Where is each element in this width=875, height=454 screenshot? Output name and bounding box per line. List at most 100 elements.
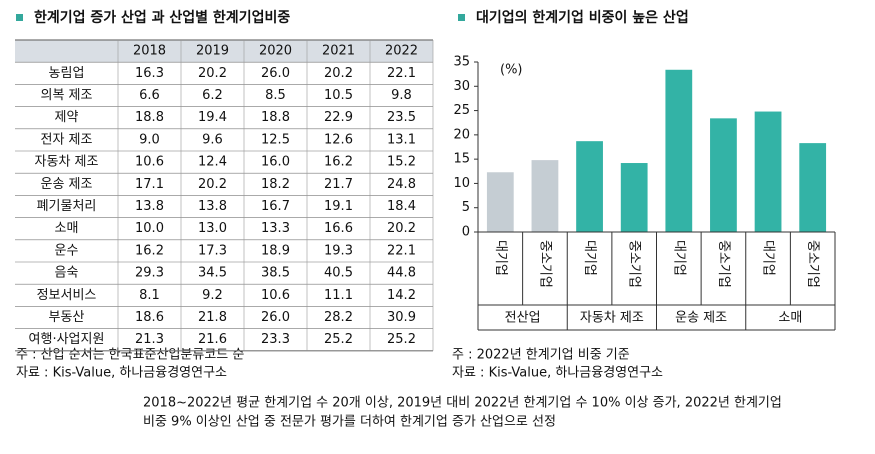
bar — [486, 172, 514, 232]
cell: 18.4 — [387, 199, 416, 214]
cell: 23.5 — [387, 110, 416, 125]
cell: 40.5 — [324, 266, 353, 281]
y-tick-label: 0 — [462, 225, 470, 240]
cell: 12.5 — [261, 132, 290, 147]
x-tick-label: 대기업 — [493, 240, 508, 276]
x-tick-label: 대기업 — [582, 240, 597, 276]
cell: 20.2 — [324, 66, 353, 81]
y-tick-label: 10 — [453, 176, 470, 191]
footer-text: 비중 9% 이상인 산업 중 전문가 평가를 더하여 한계기업 증가 산업으로 … — [143, 415, 556, 430]
bar — [576, 141, 603, 232]
y-tick-label: 20 — [453, 127, 470, 142]
cell: 13.3 — [261, 221, 290, 236]
cell: 25.2 — [324, 332, 353, 347]
cell: 12.6 — [324, 132, 353, 147]
column-header: 2019 — [196, 44, 229, 59]
cell: 16.0 — [261, 155, 290, 170]
cell: 10.6 — [135, 155, 164, 170]
group-label: 전산업 — [505, 311, 541, 326]
x-tick-label: 중소기업 — [716, 240, 731, 288]
bar — [710, 118, 737, 232]
row-label: 음숙 — [55, 266, 79, 281]
cell: 19.3 — [324, 243, 353, 258]
header-bg — [15, 40, 433, 63]
cell: 22.9 — [324, 110, 353, 125]
x-tick-label: 대기업 — [671, 240, 686, 276]
bar — [620, 163, 648, 232]
row-label: 농림업 — [49, 66, 85, 81]
row-label: 여행·사업지원 — [29, 331, 105, 347]
y-tick-label: 25 — [453, 103, 470, 118]
cell: 20.2 — [198, 177, 227, 192]
x-tick-label: 중소기업 — [537, 240, 552, 288]
row-label: 폐기물처리 — [37, 199, 97, 214]
bar — [531, 160, 559, 232]
bullet — [16, 14, 23, 21]
cell: 20.2 — [387, 221, 416, 236]
cell: 16.2 — [324, 155, 353, 170]
column-header: 2022 — [385, 44, 418, 59]
cell: 26.0 — [261, 66, 290, 81]
cell: 10.6 — [261, 288, 290, 303]
row-label: 자동차 제조 — [35, 155, 99, 170]
cell: 13.1 — [387, 132, 416, 147]
column-header: 2021 — [322, 44, 355, 59]
y-tick-label: 30 — [453, 79, 470, 94]
cell: 15.2 — [387, 155, 416, 170]
row-label: 의복 제조 — [41, 88, 93, 103]
row-label: 부동산 — [49, 310, 85, 325]
cell: 22.1 — [387, 66, 416, 81]
y-tick-label: 5 — [462, 200, 470, 215]
cell: 24.8 — [387, 177, 416, 192]
note: 주 : 2022년 한계기업 비중 기준 — [452, 348, 630, 363]
cell: 21.8 — [198, 310, 227, 325]
cell: 9.0 — [139, 132, 160, 147]
y-tick-label: 35 — [453, 55, 470, 70]
cell: 18.9 — [261, 243, 290, 258]
x-tick-label: 중소기업 — [627, 240, 642, 288]
cell: 18.6 — [135, 310, 164, 325]
cell: 19.4 — [198, 110, 227, 125]
cell: 17.1 — [135, 177, 164, 192]
cell: 17.3 — [198, 243, 227, 258]
cell: 18.8 — [261, 110, 290, 125]
cell: 25.2 — [387, 332, 416, 347]
note: 자료 : Kis-Value, 하나금융경영연구소 — [452, 366, 663, 381]
y-tick-label: 15 — [453, 152, 470, 167]
cell: 13.0 — [198, 221, 227, 236]
row-label: 전자 제조 — [41, 132, 93, 147]
cell: 8.5 — [265, 88, 286, 103]
cell: 10.5 — [324, 88, 353, 103]
cell: 18.8 — [135, 110, 164, 125]
cell: 12.4 — [198, 155, 227, 170]
cell: 38.5 — [261, 266, 290, 281]
cell: 20.2 — [198, 66, 227, 81]
cell: 18.2 — [261, 177, 290, 192]
chart-title: 대기업의 한계기업 비중이 높은 산업 — [476, 9, 689, 26]
cell: 26.0 — [261, 310, 290, 325]
cell: 14.2 — [387, 288, 416, 303]
column-header: 2020 — [259, 44, 292, 59]
cell: 11.1 — [324, 288, 353, 303]
cell: 13.8 — [198, 199, 227, 214]
cell: 28.2 — [324, 310, 353, 325]
cell: 44.8 — [387, 266, 416, 281]
column-header: 2018 — [133, 44, 166, 59]
row-label: 정보서비스 — [37, 288, 97, 303]
note: 주 : 산업 순서는 한국표준산업분류코드 순 — [16, 348, 244, 363]
cell: 22.1 — [387, 243, 416, 258]
cell: 10.0 — [135, 221, 164, 236]
cell: 6.6 — [139, 88, 160, 103]
cell: 16.3 — [135, 66, 164, 81]
group-label: 소매 — [778, 311, 802, 326]
x-tick-label: 중소기업 — [805, 240, 820, 288]
note: 자료 : Kis-Value, 하나금융경영연구소 — [16, 366, 227, 381]
cell: 9.2 — [202, 288, 223, 303]
row-label: 소매 — [55, 221, 79, 236]
cell: 16.2 — [135, 243, 164, 258]
cell: 21.6 — [198, 332, 227, 347]
cell: 34.5 — [198, 266, 227, 281]
cell: 16.6 — [324, 221, 353, 236]
cell: 8.1 — [139, 288, 160, 303]
group-label: 운송 제조 — [675, 311, 727, 326]
